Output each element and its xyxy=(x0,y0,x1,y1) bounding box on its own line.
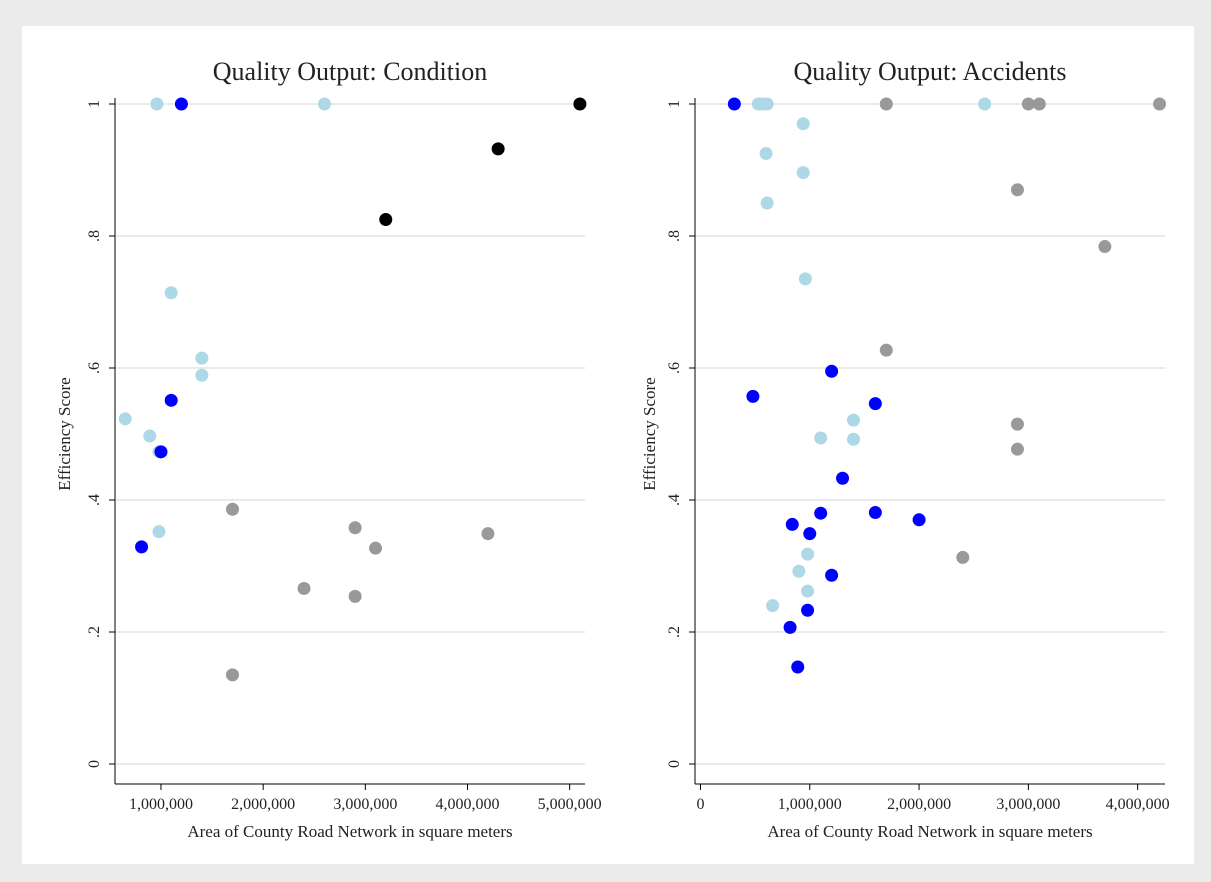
chart-2-series-2-point-2 xyxy=(825,364,839,378)
chart-1-series-1-point-3 xyxy=(164,286,178,300)
chart-2-y-tick-label-4: .8 xyxy=(666,230,683,242)
chart-2-series-3-point-8 xyxy=(1010,417,1024,431)
chart-1-x-tick-label-1: 2,000,000 xyxy=(231,796,295,813)
chart-2-x-axis-label: Area of County Road Network in square me… xyxy=(767,822,1092,841)
chart-2-series-2-point-5 xyxy=(836,471,850,485)
chart-1-series-2-point-4 xyxy=(135,540,149,554)
chart-1-y-axis-label: Efficiency Score xyxy=(55,377,74,490)
chart-1-series-1-point-1 xyxy=(150,97,164,111)
chart-2-y-tick-label-3: .6 xyxy=(666,362,683,374)
chart-2-x-tick-label-0: 0 xyxy=(696,796,704,813)
chart-2-series-1-point-3 xyxy=(760,97,774,111)
chart-2-series-2-point-10 xyxy=(803,527,817,541)
chart-1-series-1-point-2 xyxy=(317,97,331,111)
chart-1-series-1-point-9 xyxy=(152,525,166,539)
chart-2-series-1-point-12 xyxy=(846,432,860,446)
chart-2-series-3-point-5 xyxy=(1010,183,1024,197)
chart-1-y-tick-label-3: .6 xyxy=(86,362,103,374)
chart-2-series-3-point-6 xyxy=(1098,240,1112,254)
chart-1-y-tick-label-2: .4 xyxy=(86,494,103,506)
chart-2-y-axis-label: Efficiency Score xyxy=(640,377,659,490)
chart-2-series-2-point-6 xyxy=(814,506,828,520)
chart-2-series-3-point-3 xyxy=(1032,97,1046,111)
chart-2-series-1-point-7 xyxy=(796,166,810,180)
chart-2-y-tick-label-2: .4 xyxy=(666,494,683,506)
chart-1-y-tick-label-0: 0 xyxy=(86,760,103,768)
chart-2-series-1-point-9 xyxy=(798,272,812,286)
chart-1-x-axis-label: Area of County Road Network in square me… xyxy=(187,822,512,841)
chart-1-x-tick-label-2: 3,000,000 xyxy=(333,796,397,813)
figure-frame xyxy=(22,26,1194,864)
chart-2-series-2-point-9 xyxy=(785,517,799,531)
chart-2-series-2-point-14 xyxy=(791,660,805,674)
chart-2-x-tick-label-3: 3,000,000 xyxy=(996,796,1060,813)
chart-1-series-2-point-1 xyxy=(174,97,188,111)
chart-1-y-tick-label-4: .8 xyxy=(86,230,103,242)
chart-2-series-3-point-9 xyxy=(1010,442,1024,456)
chart-1-series-1-point-4 xyxy=(195,351,209,365)
chart-1-series-1-point-5 xyxy=(195,368,209,382)
chart-1-series-3-point-7 xyxy=(226,668,239,682)
chart-1-series-4-point-1 xyxy=(573,97,587,111)
chart-1-series-1-point-7 xyxy=(143,429,157,443)
chart-2-series-1-point-11 xyxy=(846,413,860,427)
chart-2-y-tick-label-1: .2 xyxy=(666,626,683,638)
chart-2-series-1-point-13 xyxy=(801,547,815,561)
chart-1-series-3-point-1 xyxy=(226,502,239,516)
chart-1-x-tick-label-3: 4,000,000 xyxy=(436,796,500,813)
chart-2-series-1-point-5 xyxy=(796,117,810,131)
chart-2-series-3-point-1 xyxy=(879,97,893,111)
chart-2-series-2-point-4 xyxy=(868,397,882,411)
chart-2-series-1-point-6 xyxy=(759,147,773,160)
chart-2-series-2-point-1 xyxy=(727,97,741,111)
chart-2-series-1-point-10 xyxy=(814,431,828,445)
chart-2-x-tick-label-2: 2,000,000 xyxy=(887,796,951,813)
chart-1-series-3-point-6 xyxy=(348,589,362,603)
chart-2-series-2-point-11 xyxy=(825,568,839,582)
chart-2-series-2-point-7 xyxy=(868,506,882,520)
chart-2-series-2-point-12 xyxy=(801,603,815,617)
chart-1-series-4-point-2 xyxy=(491,142,505,156)
chart-1-series-1-point-6 xyxy=(118,412,132,426)
chart-2-series-1-point-16 xyxy=(766,599,780,613)
chart-1-title: Quality Output: Condition xyxy=(213,57,487,86)
chart-1-x-tick-label-4: 5,000,000 xyxy=(538,796,602,813)
chart-2-series-2-point-13 xyxy=(783,620,797,634)
chart-2-x-tick-label-4: 4,000,000 xyxy=(1106,796,1170,813)
chart-2-series-3-point-10 xyxy=(956,550,970,564)
chart-1-series-3-point-3 xyxy=(369,541,383,555)
chart-1-series-3-point-4 xyxy=(481,527,495,541)
chart-1-series-4-point-3 xyxy=(379,213,393,226)
chart-2-series-2-point-3 xyxy=(746,389,760,403)
chart-1-y-tick-label-1: .2 xyxy=(86,626,103,638)
chart-1-y-tick-label-5: 1 xyxy=(86,100,103,108)
chart-2-series-1-point-14 xyxy=(792,564,806,578)
chart-1-x-tick-label-0: 1,000,000 xyxy=(129,796,193,813)
chart-2-x-tick-label-1: 1,000,000 xyxy=(778,796,842,813)
chart-2-y-tick-label-5: 1 xyxy=(666,100,683,108)
chart-2-title: Quality Output: Accidents xyxy=(794,57,1067,86)
chart-1-series-2-point-3 xyxy=(154,445,168,459)
chart-2-series-3-point-4 xyxy=(1153,97,1167,111)
chart-1-series-2-point-2 xyxy=(164,393,178,407)
chart-1-series-3-point-2 xyxy=(348,521,362,535)
chart-2-series-3-point-2 xyxy=(1021,97,1035,111)
chart-2-y-tick-label-0: 0 xyxy=(666,760,683,768)
chart-2-series-1-point-15 xyxy=(801,584,815,598)
chart-2-series-1-point-8 xyxy=(760,196,774,210)
chart-2-series-2-point-8 xyxy=(912,513,926,527)
chart-2-series-3-point-7 xyxy=(879,343,893,357)
chart-2-series-1-point-4 xyxy=(978,97,992,111)
chart-1-series-3-point-5 xyxy=(297,581,311,595)
